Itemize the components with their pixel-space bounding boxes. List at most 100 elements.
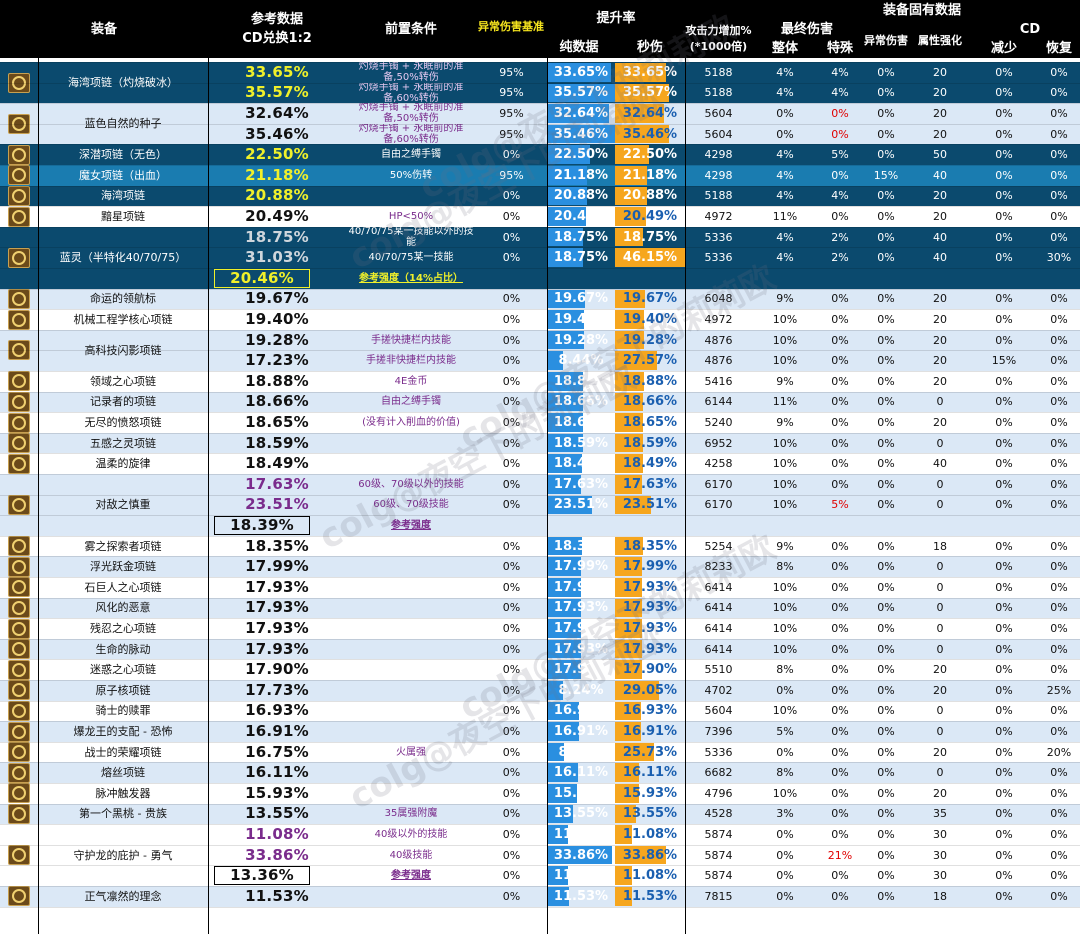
item-bg xyxy=(0,886,208,907)
cd-reduce: 0% xyxy=(970,494,1038,516)
cd-recover xyxy=(1038,268,1080,289)
row-pre-bg xyxy=(346,535,476,557)
atk-value xyxy=(685,268,752,289)
necklace-icon xyxy=(8,618,30,639)
row-line xyxy=(0,453,1080,455)
row-line xyxy=(0,247,1080,249)
row-pre-bg xyxy=(346,185,476,207)
pure-cell: 35.46% xyxy=(547,123,615,145)
second-cell: 27.57% xyxy=(615,350,685,371)
atk-value: 5874 xyxy=(685,844,752,866)
pure-value: 16.11% xyxy=(553,765,609,781)
item-bg xyxy=(0,206,208,227)
final-special: 2% xyxy=(818,226,862,248)
row-line xyxy=(0,474,1080,475)
ref-value: 11.08% xyxy=(208,824,346,845)
item-name: 海湾项链（灼烧破冰） xyxy=(68,76,178,90)
cd-reduce: 15% xyxy=(970,350,1038,371)
attr-value: 30 xyxy=(910,865,970,886)
pure-value: 18.35% xyxy=(553,538,609,554)
prereq-text: 自由之缚手镯 xyxy=(381,396,441,408)
abnormal-base: 0% xyxy=(476,453,547,474)
item-name: 海湾项链 xyxy=(101,189,145,203)
cd-reduce: 0% xyxy=(970,618,1038,639)
second-cell: 17.90% xyxy=(615,659,685,680)
necklace-icon xyxy=(8,639,30,660)
ref-value: 19.40% xyxy=(208,309,346,330)
final-special: 0% xyxy=(818,597,862,619)
row-pre-bg xyxy=(346,556,476,577)
row-line xyxy=(0,432,1080,434)
pure-value: 18.49% xyxy=(553,456,609,472)
icon-glyph xyxy=(12,786,26,801)
pure-value: 17.93% xyxy=(553,600,609,616)
ref-value: 16.93% xyxy=(208,700,346,722)
row-pre-bg xyxy=(346,309,476,330)
item-name: 迷惑之心项链 xyxy=(90,663,156,677)
pure-bar xyxy=(547,701,580,721)
pure-bar xyxy=(547,351,564,370)
cd-recover xyxy=(1038,515,1080,536)
icon-glyph xyxy=(12,168,26,183)
atk-value: 6414 xyxy=(685,638,752,660)
header-ref-sub: CD兑换1:2 xyxy=(242,31,312,46)
atk-value: 4876 xyxy=(685,350,752,371)
second-bar xyxy=(615,660,643,679)
cd-reduce: 0% xyxy=(970,185,1038,207)
row-line xyxy=(0,741,1080,743)
abnormal-base: 0% xyxy=(476,226,547,248)
second-cell: 20.88% xyxy=(615,185,685,207)
abnormal-base: 0% xyxy=(476,597,547,619)
second-value: 18.49% xyxy=(622,456,678,472)
icon-glyph xyxy=(12,497,26,512)
second-bar xyxy=(615,186,647,206)
pure-bar xyxy=(547,763,578,782)
second-bar xyxy=(615,248,685,267)
final-special: 0% xyxy=(818,123,862,145)
row-line xyxy=(0,226,1080,228)
item-name: 领域之心项链 xyxy=(90,374,156,388)
row-pre-bg xyxy=(346,680,476,701)
final-overall: 3% xyxy=(752,803,818,825)
atk-value: 5604 xyxy=(685,123,752,145)
col-line xyxy=(547,58,548,934)
abnormal-base: 95% xyxy=(476,123,547,145)
attr-value: 35 xyxy=(910,803,970,825)
final-overall: 0% xyxy=(752,824,818,845)
pure-cell xyxy=(547,515,615,536)
prereq-text xyxy=(346,886,476,907)
atk-value: 7396 xyxy=(685,721,752,742)
item-bg xyxy=(0,618,208,639)
row-pre-bg xyxy=(346,62,476,83)
pure-bar xyxy=(547,681,563,700)
abnormal-dmg: 0% xyxy=(862,535,910,557)
necklace-icon xyxy=(8,783,30,804)
pure-cell: 17.99% xyxy=(547,556,615,577)
item-bg xyxy=(0,803,208,825)
atk-value: 4298 xyxy=(685,165,752,186)
pure-bar xyxy=(547,433,583,453)
cd-recover: 0% xyxy=(1038,288,1080,310)
second-bar xyxy=(615,722,641,741)
abnormal-dmg: 0% xyxy=(862,803,910,825)
prereq-text: (没有计入削血的价值) xyxy=(362,416,460,428)
cd-recover: 0% xyxy=(1038,597,1080,619)
second-cell: 22.50% xyxy=(615,144,685,165)
atk-value: 7815 xyxy=(685,886,752,907)
cd-reduce: 0% xyxy=(970,556,1038,577)
icon-glyph xyxy=(12,662,26,677)
row-pre-bg xyxy=(346,247,476,268)
pure-bar xyxy=(547,289,585,309)
cd-reduce: 0% xyxy=(970,803,1038,825)
second-bar xyxy=(615,63,666,82)
second-bar xyxy=(615,578,643,597)
prereq-text: 40/70/75某一技能 xyxy=(368,252,454,264)
pure-value: 17.99% xyxy=(553,559,609,575)
cd-reduce: 0% xyxy=(970,309,1038,330)
pure-cell: 17.63% xyxy=(547,474,615,495)
atk-value: 4876 xyxy=(685,329,752,351)
pure-bar xyxy=(547,83,615,103)
pure-bar xyxy=(547,804,573,824)
final-special: 5% xyxy=(818,144,862,165)
icon-glyph xyxy=(12,703,26,718)
